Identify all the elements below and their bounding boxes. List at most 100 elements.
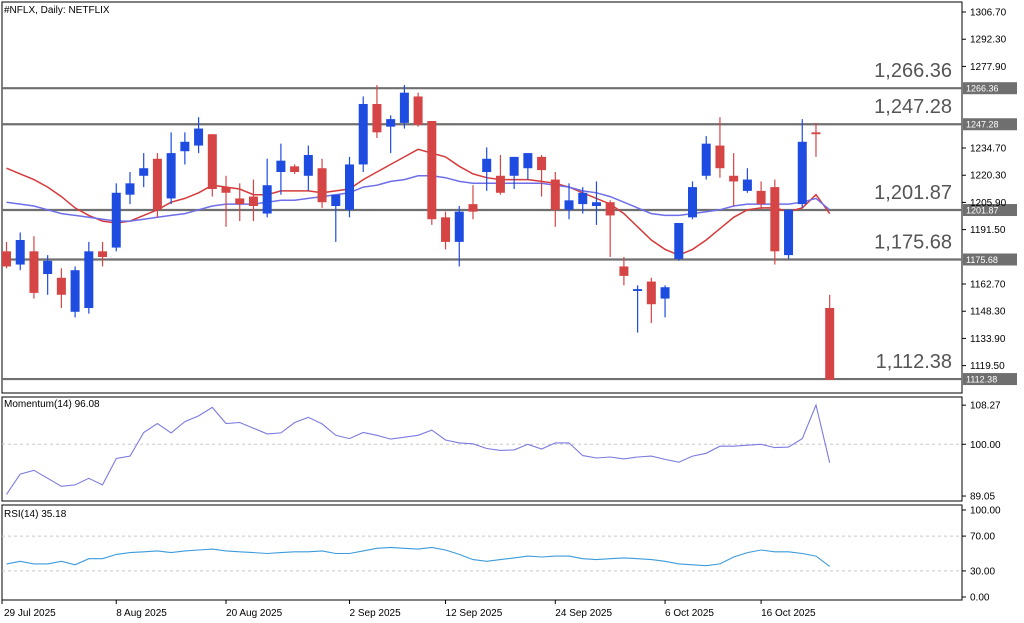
candle-body — [605, 202, 615, 216]
candle-body — [56, 277, 66, 295]
candle-body — [495, 175, 505, 193]
level-label: 1,266.36 — [874, 60, 952, 82]
rsi-tick-label: 100.00 — [970, 506, 1001, 517]
candle-body — [111, 192, 121, 248]
candle-body — [125, 183, 135, 195]
momentum-title: Momentum(14) 96.08 — [4, 399, 100, 410]
candle-body — [646, 281, 656, 305]
candle-body — [564, 200, 574, 210]
momentum-tick-label: 108.27 — [970, 401, 1001, 412]
level-tag-text: 1175.68 — [966, 255, 998, 265]
candle-body — [70, 270, 80, 312]
momentum-tick-label: 100.00 — [970, 440, 1001, 451]
y-tick-label: 1205.90 — [970, 198, 1007, 209]
axes: 1306.70 1292.30 1277.90 1234.70 1220.30 1205.… — [1, 8, 1007, 619]
panel-frames — [1, 1, 963, 601]
candle-body — [152, 158, 162, 210]
y-tick-label: 1119.50 — [970, 361, 1005, 372]
level-tag-text: 1266.36 — [966, 84, 999, 94]
candle-body — [276, 160, 286, 172]
candle-body — [235, 198, 245, 205]
x-tick-label: 29 Jul 2025 — [4, 608, 56, 619]
level-label: 1,247.28 — [874, 96, 952, 118]
level-tag-text: 1201.87 — [966, 206, 999, 216]
y-tick-label: 1162.70 — [970, 280, 1006, 291]
candle-body — [2, 251, 11, 267]
candle-body — [29, 251, 39, 293]
rsi-tick-label: 0.00 — [970, 593, 990, 604]
candle-body — [537, 156, 547, 171]
candle-body — [591, 202, 601, 206]
candle-body — [248, 196, 258, 206]
candle-body — [262, 185, 272, 214]
candle-body — [715, 145, 725, 169]
candle-body — [180, 141, 190, 152]
candle-body — [194, 128, 204, 146]
chart-title: #NFLX, Daily: NETFLIX — [4, 5, 110, 16]
candle-body — [166, 153, 176, 199]
candle-body — [633, 289, 643, 291]
candle-body — [688, 187, 697, 218]
candle-body — [454, 211, 464, 242]
y-tick-label: 1306.70 — [970, 8, 1007, 19]
price-levels: 1,266.36 1266.36 1,247.28 1247.28 1,201.87 12… — [2, 60, 1017, 386]
candle-body — [358, 104, 368, 165]
candle-body — [742, 179, 752, 191]
level-tag — [963, 204, 1017, 217]
candle-body — [784, 209, 794, 256]
candle-body — [290, 166, 300, 172]
candle-body — [550, 179, 560, 210]
candle-body — [207, 134, 217, 189]
candle-body — [427, 121, 437, 220]
candles — [2, 85, 835, 380]
candle-body — [578, 192, 588, 205]
momentum-line — [6, 403, 831, 495]
y-tick-label: 1220.30 — [970, 171, 1007, 182]
candle-body — [372, 104, 382, 133]
candle-body — [221, 187, 231, 193]
y-tick-label: 1148.30 — [970, 307, 1006, 318]
level-tag-text: 1247.28 — [966, 120, 999, 130]
level-label: 1,175.68 — [874, 231, 952, 253]
rsi-tick-label: 70.00 — [970, 532, 995, 543]
x-tick-label: 2 Sep 2025 — [350, 608, 402, 619]
candle-body — [317, 168, 327, 203]
candle-body — [811, 132, 821, 135]
rsi-line — [6, 546, 831, 567]
level-tag — [963, 253, 1017, 266]
candle-body — [399, 92, 409, 123]
panel-frame — [1, 504, 963, 601]
candle-body — [43, 260, 53, 274]
candle-body — [482, 158, 492, 172]
candle-body — [509, 156, 519, 176]
x-tick-label: 8 Aug 2025 — [116, 608, 167, 619]
candle-body — [770, 187, 780, 252]
level-label: 1,201.87 — [874, 182, 952, 204]
momentum-tick-label: 89.05 — [970, 492, 995, 503]
candle-body — [674, 223, 684, 259]
level-tag — [963, 373, 1017, 386]
x-tick-label: 20 Aug 2025 — [226, 608, 283, 619]
y-tick-label: 1234.70 — [970, 144, 1007, 155]
candle-body — [413, 96, 423, 125]
x-tick-label: 16 Oct 2025 — [761, 608, 816, 619]
candle-body — [331, 194, 341, 206]
candle-body — [729, 175, 739, 182]
candle-body — [701, 143, 711, 176]
moving-average-line — [6, 148, 831, 256]
level-tag — [963, 82, 1017, 95]
candle-body — [756, 190, 766, 205]
y-tick-label: 1191.50 — [970, 225, 1006, 236]
x-tick-label: 6 Oct 2025 — [665, 608, 714, 619]
candle-body — [303, 155, 313, 176]
candle-body — [98, 251, 108, 257]
candle-body — [441, 217, 451, 242]
candle-body — [15, 240, 25, 265]
candle-body — [386, 119, 396, 127]
candle-body — [139, 168, 149, 176]
level-tag-text: 1112.38 — [966, 375, 997, 385]
candle-body — [84, 251, 94, 308]
rsi-tick-label: 30.00 — [970, 566, 995, 577]
candle-body — [797, 141, 807, 205]
